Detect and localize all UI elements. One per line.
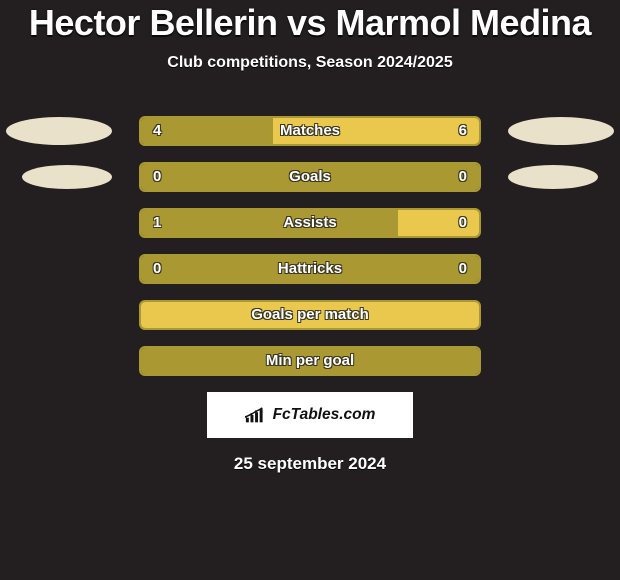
left-value: 0 xyxy=(153,256,161,282)
stat-row: 10Assists xyxy=(0,208,620,238)
right-value: 0 xyxy=(459,210,467,236)
right-value: 6 xyxy=(459,118,467,144)
stat-row: 46Matches xyxy=(0,116,620,146)
right-value: 0 xyxy=(459,256,467,282)
subtitle: Club competitions, Season 2024/2025 xyxy=(0,54,620,72)
bar-left-fill xyxy=(141,256,479,282)
source-badge: FcTables.com xyxy=(207,392,413,438)
left-value: 4 xyxy=(153,118,161,144)
left-marker-icon xyxy=(6,117,112,145)
left-value: 1 xyxy=(153,210,161,236)
left-marker-icon xyxy=(22,165,112,189)
left-value: 0 xyxy=(153,164,161,190)
chart-icon xyxy=(245,406,267,424)
right-marker-icon xyxy=(508,165,598,189)
chart-area: 46Matches00Goals10Assists00HattricksGoal… xyxy=(0,116,620,376)
stat-row: 00Goals xyxy=(0,162,620,192)
bar-left-fill xyxy=(141,302,479,328)
page-title: Hector Bellerin vs Marmol Medina xyxy=(0,2,620,44)
bar-left-fill xyxy=(141,210,398,236)
comparison-infographic: Hector Bellerin vs Marmol Medina Club co… xyxy=(0,0,620,474)
stat-bar: Min per goal xyxy=(139,346,481,376)
stat-bar: 46Matches xyxy=(139,116,481,146)
stat-bar: 00Goals xyxy=(139,162,481,192)
date-label: 25 september 2024 xyxy=(0,454,620,474)
bar-left-fill xyxy=(141,348,479,374)
stat-bar: 10Assists xyxy=(139,208,481,238)
stat-row: Min per goal xyxy=(0,346,620,376)
stat-row: Goals per match xyxy=(0,300,620,330)
bar-left-fill xyxy=(141,164,479,190)
stat-bar: Goals per match xyxy=(139,300,481,330)
right-marker-icon xyxy=(508,117,614,145)
stat-row: 00Hattricks xyxy=(0,254,620,284)
right-value: 0 xyxy=(459,164,467,190)
stat-bar: 00Hattricks xyxy=(139,254,481,284)
source-text: FcTables.com xyxy=(273,406,376,424)
bar-right-fill xyxy=(273,118,479,144)
